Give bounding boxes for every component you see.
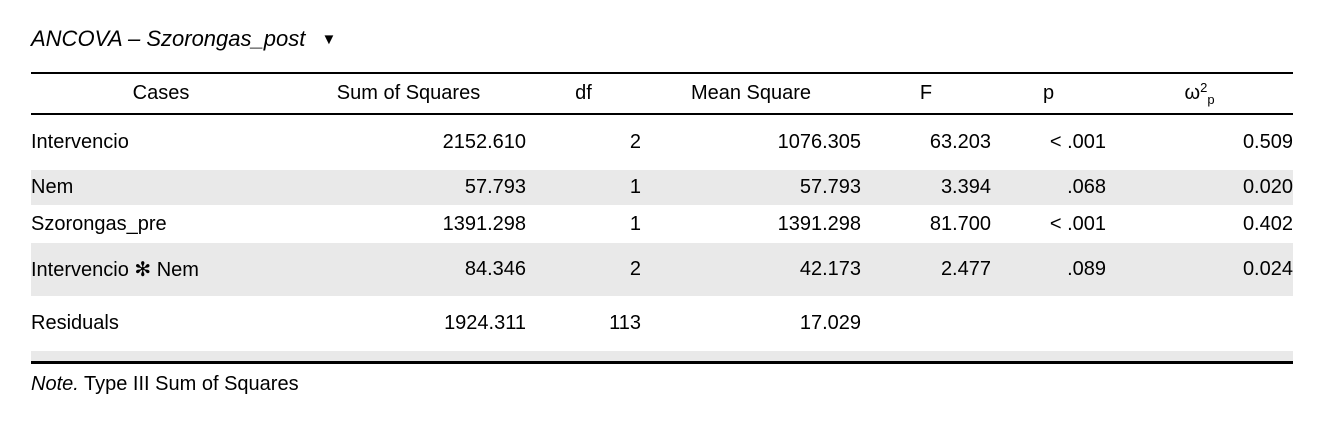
table-row-residuals: Residuals 1924.311 113 17.029 bbox=[31, 296, 1293, 351]
cell-p bbox=[991, 296, 1106, 351]
cell-sum-of-squares: 57.793 bbox=[464, 176, 526, 198]
cell-f: 81.700 bbox=[929, 212, 991, 235]
cell-omega2p: 0.402 bbox=[1242, 212, 1293, 235]
omega-subscript: p bbox=[1207, 92, 1215, 107]
column-header-cases: Cases bbox=[31, 73, 291, 115]
collapse-triangle-icon[interactable]: ▼ bbox=[321, 31, 337, 48]
table-row-intervencio-nem-interaction: Intervencio ✻ Nem 84.346 2 42.173 2.477 … bbox=[31, 243, 1293, 296]
cell-f: 3.394 bbox=[940, 176, 991, 198]
cell-omega2p: 0.509 bbox=[1242, 131, 1293, 153]
table-row-szorongas-pre: Szorongas_pre 1391.298 1 1391.298 81.700… bbox=[31, 205, 1293, 243]
cell-case: Intervencio ✻ Nem bbox=[31, 259, 199, 281]
table-row-nem: Nem 57.793 1 57.793 3.394 .068 0.020 bbox=[31, 170, 1293, 205]
cell-mean-square: 17.029 bbox=[799, 312, 861, 334]
cell-f: 63.203 bbox=[929, 131, 991, 153]
cell-df: 113 bbox=[609, 312, 641, 334]
cell-sum-of-squares: 1924.311 bbox=[444, 312, 526, 334]
table-title: ANCOVA – Szorongas_post ▼ bbox=[31, 26, 1293, 53]
cell-case: Nem bbox=[31, 176, 74, 198]
cell-mean-square: 1076.305 bbox=[777, 131, 861, 153]
table-title-text[interactable]: ANCOVA – Szorongas_post bbox=[31, 26, 306, 51]
cell-p: < .001 bbox=[1049, 131, 1106, 153]
column-header-omega-squared-p: ω2p bbox=[1106, 73, 1293, 115]
cell-p: .089 bbox=[1067, 258, 1106, 280]
column-header-f: F bbox=[861, 73, 991, 115]
table-header: Cases Sum of Squares df Mean Square F p … bbox=[31, 73, 1293, 115]
cell-omega2p bbox=[1106, 296, 1293, 351]
cell-f: 2.477 bbox=[940, 258, 991, 280]
ancova-table: Cases Sum of Squares df Mean Square F p … bbox=[31, 72, 1293, 364]
column-header-df: df bbox=[526, 73, 641, 115]
cell-df: 1 bbox=[629, 176, 641, 198]
table-note: Note. Type III Sum of Squares bbox=[31, 373, 1293, 396]
note-label: Note. bbox=[31, 372, 79, 395]
cell-case: Residuals bbox=[31, 312, 119, 334]
cell-sum-of-squares: 84.346 bbox=[464, 258, 526, 280]
cell-sum-of-squares: 1391.298 bbox=[442, 212, 526, 235]
cell-mean-square: 42.173 bbox=[799, 258, 861, 280]
cell-case: Intervencio bbox=[31, 131, 129, 153]
table-bottom-spacer bbox=[31, 351, 1293, 362]
omega-symbol: ω bbox=[1184, 82, 1201, 104]
cell-df: 1 bbox=[629, 212, 641, 235]
column-header-sum-of-squares: Sum of Squares bbox=[291, 73, 526, 115]
column-header-p: p bbox=[991, 73, 1106, 115]
cell-p: .068 bbox=[1067, 176, 1106, 198]
cell-sum-of-squares: 2152.610 bbox=[442, 131, 526, 153]
cell-case: Szorongas_pre bbox=[31, 212, 167, 235]
table-row-intervencio: Intervencio 2152.610 2 1076.305 63.203 <… bbox=[31, 114, 1293, 170]
cell-mean-square: 1391.298 bbox=[777, 212, 861, 235]
cell-omega2p: 0.024 bbox=[1242, 258, 1293, 280]
omega-superscript: 2 bbox=[1200, 80, 1208, 95]
cell-p: < .001 bbox=[1049, 212, 1106, 235]
cell-mean-square: 57.793 bbox=[799, 176, 861, 198]
note-text: Type III Sum of Squares bbox=[84, 372, 299, 395]
cell-f bbox=[861, 296, 991, 351]
cell-omega2p: 0.020 bbox=[1242, 176, 1293, 198]
cell-df: 2 bbox=[629, 131, 641, 153]
cell-df: 2 bbox=[629, 258, 641, 280]
column-header-mean-square: Mean Square bbox=[641, 73, 861, 115]
